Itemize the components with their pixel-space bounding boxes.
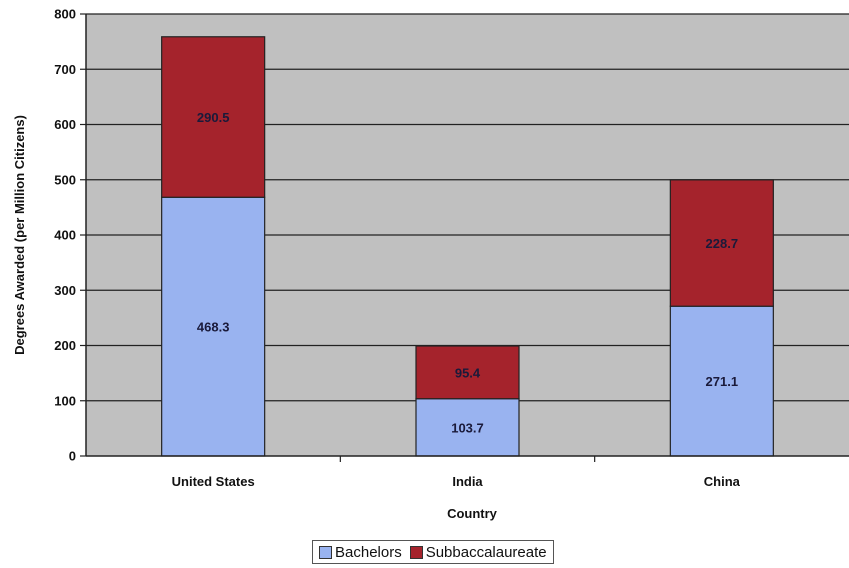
y-tick-label: 500 [54, 172, 76, 187]
legend-item-bachelors: Bachelors [319, 544, 402, 561]
y-tick-label: 300 [54, 283, 76, 298]
y-tick-label: 600 [54, 117, 76, 132]
x-tick-label: United States [172, 474, 255, 489]
x-axis-title: Country [447, 506, 498, 521]
data-label: 271.1 [706, 374, 739, 389]
legend-swatch-subbaccalaureate [409, 545, 423, 559]
bar-subbaccalaureate-united-states [161, 36, 266, 198]
data-labels: 468.3 290.5 103.7 95.4 271.1 228.7 [197, 110, 738, 435]
axes [80, 13, 849, 462]
data-label: 228.7 [706, 236, 739, 251]
y-axis-title: Degrees Awarded (per Million Citizens) [12, 115, 27, 355]
data-label: 103.7 [451, 420, 484, 435]
x-tick-labels: United States India China [172, 474, 741, 489]
legend-swatch-bachelors [319, 545, 332, 559]
bar-subbaccalaureate-china [669, 179, 774, 307]
y-tick-label: 200 [54, 338, 76, 353]
y-tick-label: 700 [54, 62, 76, 77]
y-tick-label: 0 [69, 449, 76, 464]
y-tick-label: 100 [54, 393, 76, 408]
legend-item-subbaccalaureate: Subbaccalaureate [409, 543, 547, 561]
bar-bachelors-united-states [161, 196, 266, 457]
y-tick-label: 400 [54, 228, 76, 243]
bar-bachelors-india [415, 398, 520, 457]
bars [161, 36, 774, 457]
data-label: 290.5 [197, 110, 230, 125]
y-tick-label: 800 [54, 7, 76, 22]
data-label: 95.4 [455, 365, 481, 380]
y-tick-labels: 0 100 200 300 400 500 600 700 800 [54, 7, 76, 464]
bar-subbaccalaureate-india [415, 345, 520, 400]
x-tick-label: India [452, 474, 483, 489]
legend: Bachelors Subbaccalaureate [312, 540, 554, 564]
x-tick-label: China [704, 474, 741, 489]
legend-label-bachelors: Bachelors [335, 543, 402, 561]
bar-bachelors-china [669, 305, 774, 457]
data-label: 468.3 [197, 320, 230, 335]
legend-label-subbaccalaureate: Subbaccalaureate [425, 543, 547, 561]
